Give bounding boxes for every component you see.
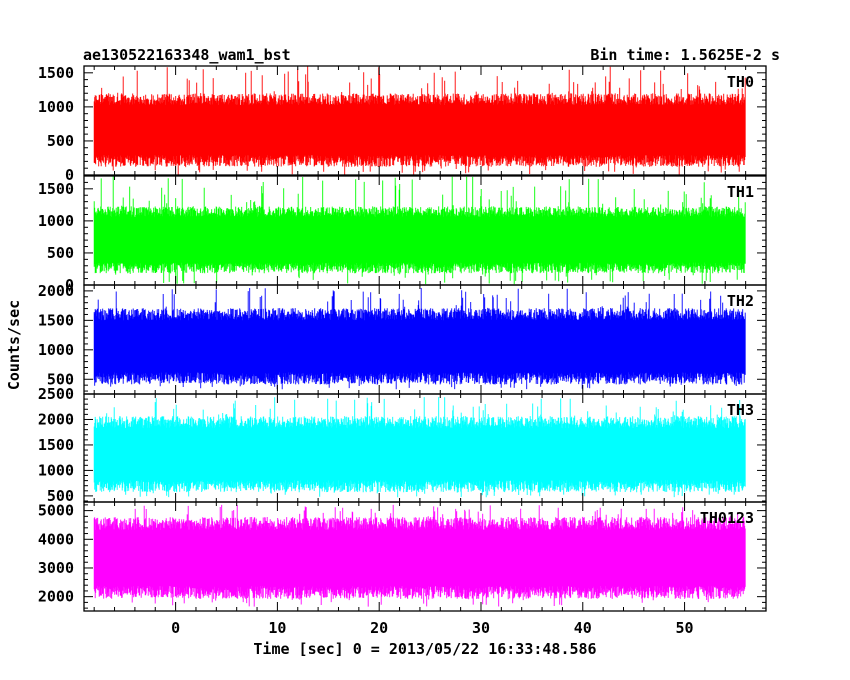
- series-th1: [93, 176, 746, 285]
- y-tick-label: 2000: [38, 410, 74, 428]
- y-tick-label: 1000: [38, 212, 74, 230]
- x-tick-label: 0: [171, 619, 180, 637]
- chart-title-right: Bin time: 1.5625E-2 s: [590, 46, 780, 64]
- y-tick-label: 0: [65, 276, 74, 294]
- y-tick-label: 1000: [38, 341, 74, 359]
- y-tick-label: 500: [47, 370, 74, 388]
- panels-group: TH0050010001500TH1050010001500TH25001000…: [38, 64, 767, 637]
- y-tick-label: 1000: [38, 98, 74, 116]
- x-tick-label: 50: [676, 619, 694, 637]
- y-tick-label: 1500: [38, 180, 74, 198]
- panel-label-th1: TH1: [727, 183, 754, 201]
- x-tick-label: 10: [268, 619, 286, 637]
- y-tick-label: 1500: [38, 64, 74, 82]
- y-tick-label: 500: [47, 132, 74, 150]
- x-tick-label: 20: [370, 619, 388, 637]
- panel-th1: TH1 0 500 1000 1500: [38, 175, 767, 294]
- y-tick-label: 1000: [38, 461, 74, 479]
- panel-th2: TH2 500 1000 1500 2000: [38, 282, 767, 395]
- panel-label-th0: TH0: [727, 73, 754, 91]
- x-tick-label: 40: [574, 619, 592, 637]
- panel-th0123: TH0123 2000 3000 4000 5000: [38, 501, 767, 612]
- panel-label-th2: TH2: [727, 292, 754, 310]
- series-th0123: [93, 504, 746, 607]
- y-tick-label: 2000: [38, 588, 74, 606]
- panel-label-th3: TH3: [727, 401, 754, 419]
- series-th0: [93, 66, 746, 175]
- y-tick-label: 4000: [38, 530, 74, 548]
- chart-title-left: ae130522163348_wam1_bst: [83, 46, 291, 64]
- series-th3: [93, 397, 746, 498]
- y-tick-label: 2000: [38, 282, 74, 300]
- y-tick-label: 2500: [38, 385, 74, 403]
- y-tick-label: 3000: [38, 559, 74, 577]
- y-tick-label: 5000: [38, 502, 74, 520]
- series-th2: [93, 288, 746, 390]
- y-tick-label: 1500: [38, 311, 74, 329]
- y-axis-label: Counts/sec: [5, 300, 23, 390]
- y-tick-label: 1500: [38, 436, 74, 454]
- y-tick-label: 0: [65, 166, 74, 184]
- panel-label-th0123: TH0123: [700, 509, 754, 527]
- panel-th0: TH0 0 500 1000 1500: [38, 64, 767, 184]
- y-tick-label: 500: [47, 487, 74, 505]
- x-axis-label: Time [sec] 0 = 2013/05/22 16:33:48.586: [253, 640, 596, 658]
- x-tick-label: 30: [472, 619, 490, 637]
- panel-th3: TH3 500 1000 1500 2000 2500: [38, 385, 767, 505]
- y-tick-label: 500: [47, 244, 74, 262]
